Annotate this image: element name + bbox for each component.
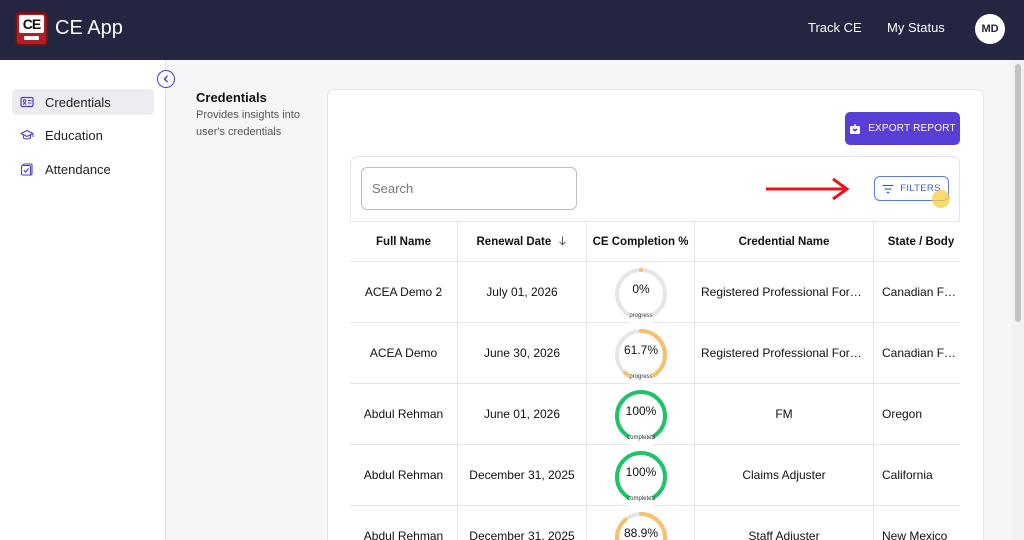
completion-gauge: 100% completed	[612, 448, 670, 506]
cell-full-name: Abdul Rehman	[350, 506, 458, 540]
table-row[interactable]: ACEA Demo June 30, 2026 61.7% progress Regis…	[350, 323, 964, 384]
cell-credential-name: FM	[695, 384, 874, 444]
completion-percent: 100%	[625, 465, 657, 479]
completion-percent: 0%	[632, 282, 650, 296]
app-title: CE App	[55, 17, 123, 39]
cell-renewal-date: July 01, 2026	[458, 262, 587, 322]
completion-status: completed	[627, 496, 655, 502]
clipboard-check-icon	[20, 162, 34, 176]
sidebar-item-label: Credentials	[45, 94, 111, 110]
cell-ce-completion	[587, 323, 695, 383]
nav-track-ce[interactable]: Track CE	[808, 20, 862, 35]
completion-gauge-ring	[615, 512, 667, 540]
completion-gauge: 88.9%progress	[612, 509, 670, 540]
column-header-ce-completion[interactable]: CE Completion %	[587, 222, 695, 262]
table-row[interactable]: Abdul Rehman June 01, 2026 100% completed FM…	[350, 384, 960, 445]
download-icon	[850, 123, 861, 134]
completion-gauge-ring	[615, 268, 667, 323]
cell-full-name: ACEA Demo	[350, 323, 458, 383]
cell-state-body: California	[882, 468, 933, 482]
cell-ce-completion	[587, 262, 695, 322]
sidebar-item-education[interactable]: Education	[12, 122, 154, 148]
completion-status: completed	[627, 435, 655, 441]
sidebar-item-label: Education	[45, 127, 103, 143]
sidebar-item-credentials[interactable]: Credentials	[12, 89, 154, 115]
annotation-arrow-icon	[766, 177, 850, 201]
cell-state-body: Oregon	[882, 407, 923, 421]
cell-state-body: New Mexico	[882, 529, 948, 540]
completion-gauge-ring	[615, 390, 667, 445]
cell-full-name: Abdul Rehman	[350, 384, 458, 444]
cell-ce-completion	[587, 445, 695, 505]
sort-down-arrow-icon	[559, 236, 567, 246]
completion-gauge-ring	[615, 329, 667, 384]
column-header-full-name[interactable]: Full Name	[350, 222, 458, 262]
graduation-cap-icon	[20, 128, 34, 142]
cell-credential-name: Claims Adjuster	[695, 445, 874, 505]
cell-renewal-date: June 30, 2026	[458, 323, 587, 383]
cell-renewal-date: December 31, 2025	[458, 445, 587, 505]
completion-status: progress	[629, 313, 653, 319]
filter-lines-icon	[882, 184, 894, 193]
logo-bar	[24, 36, 39, 40]
chevron-left-icon	[163, 75, 168, 83]
section-description: Provides insights into user's credential…	[196, 109, 300, 138]
completion-gauge: 0% progress	[612, 265, 670, 323]
cell-full-name: Abdul Rehman	[350, 445, 458, 505]
completion-gauge-ring	[615, 451, 667, 506]
sidebar-collapse-button[interactable]	[157, 70, 175, 88]
sidebar-item-label: Attendance	[45, 161, 111, 177]
section-title: Credentials	[196, 90, 267, 105]
sidebar-item-attendance[interactable]: Attendance	[12, 156, 154, 182]
table-row[interactable]: Abdul Rehman December 31, 2025 100% complet…	[350, 445, 960, 506]
cell-full-name: ACEA Demo 2	[350, 262, 458, 322]
nav-my-status[interactable]: My Status	[887, 20, 945, 35]
cell-renewal-date: December 31, 2025	[458, 506, 587, 540]
cell-credential-name: Registered Professional Forest...	[695, 262, 874, 322]
search-input[interactable]	[361, 167, 577, 210]
cell-credential-name: Registered Professional Forest...	[695, 323, 874, 383]
logo-text: CE	[19, 15, 44, 33]
completion-percent: 88.9%	[623, 526, 659, 540]
cell-ce-completion	[587, 384, 695, 444]
sidebar: Credentials Education Attendance	[0, 60, 166, 540]
column-header-credential-name[interactable]: Credential Name	[695, 222, 874, 262]
app-logo[interactable]: CE	[15, 12, 48, 46]
cell-state-body: Canadian For...	[882, 346, 965, 360]
column-header-state-body[interactable]: State / Body	[887, 236, 955, 248]
cell-state-body: Canadian For...	[882, 285, 965, 299]
column-header-label: Renewal Date	[476, 236, 552, 248]
user-avatar[interactable]: MD	[975, 14, 1005, 44]
completion-status: progress	[629, 374, 653, 380]
table-row[interactable]: ACEA Demo 2 July 01, 2026 0% progress Regist…	[350, 262, 964, 323]
filters-label: FILTERS	[900, 183, 941, 194]
page-scrollbar[interactable]	[1012, 60, 1024, 540]
cell-ce-completion	[587, 506, 695, 540]
column-header-renewal-date[interactable]: Renewal Date	[458, 222, 587, 262]
filters-button[interactable]: FILTERS	[874, 176, 949, 201]
scrollbar-thumb[interactable]	[1015, 64, 1021, 322]
completion-gauge: 100% completed	[612, 387, 670, 445]
top-bar: CE CE App Track CE My Status MD	[0, 0, 1024, 60]
cell-renewal-date: June 01, 2026	[458, 384, 587, 444]
table-header: Full Name Renewal Date CE Completion % C…	[350, 221, 960, 262]
completion-gauge: 61.7% progress	[612, 326, 670, 384]
completion-percent: 61.7%	[623, 343, 659, 357]
export-report-label: EXPORT REPORT	[868, 123, 956, 134]
export-report-button[interactable]: EXPORT REPORT	[845, 112, 960, 145]
id-card-icon	[20, 95, 34, 109]
cell-credential-name: Staff Adjuster	[695, 506, 874, 540]
completion-percent: 100%	[625, 404, 657, 418]
